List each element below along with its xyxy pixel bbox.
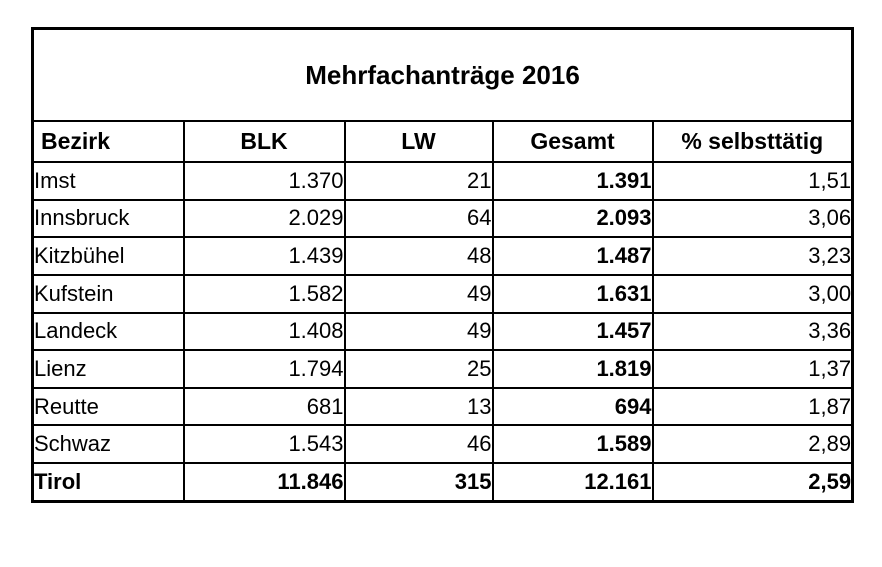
cell-gesamt: 1.589 bbox=[491, 424, 654, 464]
cell-pct-total: 2,59 bbox=[651, 462, 854, 503]
table-row-reutte: Reutte 681 13 694 1,87 bbox=[31, 386, 854, 427]
cell-lw: 48 bbox=[343, 236, 494, 276]
table-row-innsbruck: Innsbruck 2.029 64 2.093 3,06 bbox=[31, 198, 854, 239]
cell-blk: 1.408 bbox=[182, 311, 346, 352]
cell-gesamt: 2.093 bbox=[491, 198, 654, 239]
cell-lw: 49 bbox=[343, 311, 494, 352]
table-row-kitzbuehel: Kitzbühel 1.439 48 1.487 3,23 bbox=[31, 236, 854, 276]
table-row-schwaz: Schwaz 1.543 46 1.589 2,89 bbox=[31, 424, 854, 464]
cell-pct: 3,06 bbox=[651, 198, 854, 239]
cell-blk-total: 11.846 bbox=[182, 462, 346, 503]
column-header-bezirk: Bezirk bbox=[31, 120, 185, 163]
cell-gesamt-total: 12.161 bbox=[491, 462, 654, 503]
cell-lw: 25 bbox=[343, 349, 494, 389]
table-row-imst: Imst 1.370 21 1.391 1,51 bbox=[31, 161, 854, 201]
cell-pct: 3,00 bbox=[651, 273, 854, 314]
cell-bezirk: Imst bbox=[31, 161, 185, 201]
cell-bezirk: Kitzbühel bbox=[31, 236, 185, 276]
cell-blk: 1.439 bbox=[182, 236, 346, 276]
column-header-blk: BLK bbox=[182, 120, 346, 163]
column-header-gesamt: Gesamt bbox=[491, 120, 654, 163]
cell-pct: 1,37 bbox=[651, 349, 854, 389]
cell-blk: 1.543 bbox=[182, 424, 346, 464]
mehrfachantraege-table: Mehrfachanträge 2016 Bezirk BLK LW Gesam… bbox=[31, 27, 855, 503]
cell-lw: 49 bbox=[343, 273, 494, 314]
cell-gesamt: 1.457 bbox=[491, 311, 654, 352]
cell-pct: 1,87 bbox=[651, 386, 854, 427]
cell-lw: 64 bbox=[343, 198, 494, 239]
cell-bezirk-total: Tirol bbox=[31, 462, 185, 503]
cell-gesamt: 1.391 bbox=[491, 161, 654, 201]
cell-gesamt: 1.631 bbox=[491, 273, 654, 314]
table-row-lienz: Lienz 1.794 25 1.819 1,37 bbox=[31, 349, 854, 389]
cell-bezirk: Schwaz bbox=[31, 424, 185, 464]
table-row-kufstein: Kufstein 1.582 49 1.631 3,00 bbox=[31, 273, 854, 314]
cell-blk: 1.370 bbox=[182, 161, 346, 201]
cell-blk: 681 bbox=[182, 386, 346, 427]
cell-gesamt: 694 bbox=[491, 386, 654, 427]
cell-bezirk: Landeck bbox=[31, 311, 185, 352]
cell-bezirk: Reutte bbox=[31, 386, 185, 427]
column-header-lw: LW bbox=[343, 120, 494, 163]
cell-bezirk: Lienz bbox=[31, 349, 185, 389]
cell-pct: 3,36 bbox=[651, 311, 854, 352]
cell-pct: 3,23 bbox=[651, 236, 854, 276]
cell-blk: 1.582 bbox=[182, 273, 346, 314]
cell-blk: 1.794 bbox=[182, 349, 346, 389]
title-row: Mehrfachanträge 2016 bbox=[31, 27, 854, 122]
cell-blk: 2.029 bbox=[182, 198, 346, 239]
cell-lw: 46 bbox=[343, 424, 494, 464]
cell-lw: 21 bbox=[343, 161, 494, 201]
column-header-pct-selbsttaetig: % selbsttätig bbox=[651, 120, 854, 163]
table-row-landeck: Landeck 1.408 49 1.457 3,36 bbox=[31, 311, 854, 352]
cell-bezirk: Innsbruck bbox=[31, 198, 185, 239]
cell-gesamt: 1.819 bbox=[491, 349, 654, 389]
table-title: Mehrfachanträge 2016 bbox=[31, 27, 854, 122]
header-row: Bezirk BLK LW Gesamt % selbsttätig bbox=[31, 120, 854, 163]
cell-pct: 1,51 bbox=[651, 161, 854, 201]
cell-lw-total: 315 bbox=[343, 462, 494, 503]
cell-lw: 13 bbox=[343, 386, 494, 427]
table-total-row-tirol: Tirol 11.846 315 12.161 2,59 bbox=[31, 462, 854, 503]
cell-bezirk: Kufstein bbox=[31, 273, 185, 314]
cell-gesamt: 1.487 bbox=[491, 236, 654, 276]
cell-pct: 2,89 bbox=[651, 424, 854, 464]
